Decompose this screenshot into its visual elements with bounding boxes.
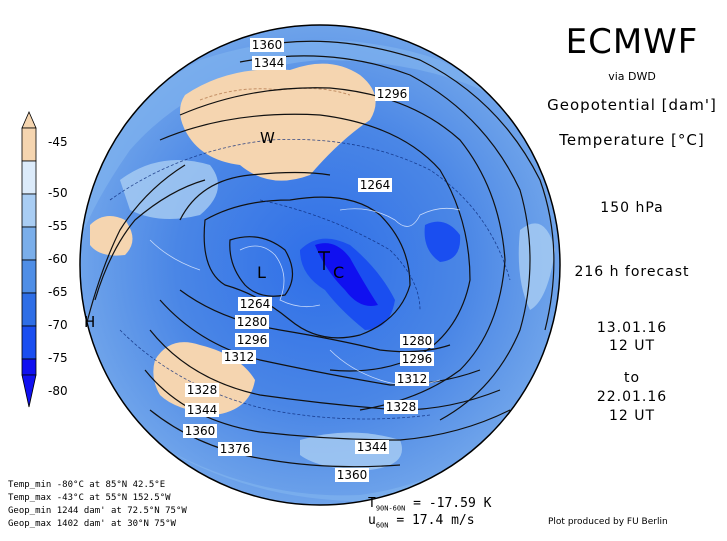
contour-label: 1344 bbox=[187, 403, 218, 417]
temperature-band bbox=[120, 160, 218, 219]
t-prefix: T bbox=[368, 496, 376, 511]
contour-label: 1344 bbox=[254, 56, 285, 70]
contour-label-box bbox=[355, 440, 389, 454]
u-prefix: u bbox=[368, 513, 376, 528]
colorbar bbox=[21, 111, 37, 408]
contour-label: 1328 bbox=[386, 400, 417, 414]
variable-temperature: Temperature [°C] bbox=[559, 131, 705, 149]
contour-label: 1360 bbox=[337, 468, 368, 482]
cold-marker: C bbox=[333, 263, 344, 282]
contour-label: 1264 bbox=[360, 178, 391, 192]
contour-label: 1264 bbox=[240, 297, 271, 311]
chart-title: ECMWF bbox=[565, 22, 699, 62]
warm-region bbox=[180, 63, 376, 181]
zonal-wind-line: u60N = 17.4 m/s bbox=[368, 513, 475, 530]
stat-geop-max: Geop_max 1402 dam' at 30°N 75°W bbox=[8, 519, 176, 529]
contour-label-box bbox=[384, 400, 418, 414]
contour-label-box bbox=[252, 56, 286, 70]
contour-label: 1312 bbox=[224, 350, 255, 364]
contour-label-box bbox=[183, 424, 217, 438]
contour-label-box bbox=[400, 352, 434, 366]
valid-date: 22.01.16 bbox=[596, 389, 668, 405]
contour-label: 1312 bbox=[397, 372, 428, 386]
geopotential-contours bbox=[84, 40, 555, 468]
colorbar-cap bbox=[21, 374, 37, 408]
contour-label: 1376 bbox=[220, 442, 251, 456]
temperature-contours bbox=[109, 139, 511, 420]
contour-label-box bbox=[185, 383, 219, 397]
colorbar-label: -70 bbox=[48, 318, 68, 332]
t-value: = -17.59 K bbox=[413, 496, 492, 511]
contour-label: 1360 bbox=[185, 424, 216, 438]
contour-label-box bbox=[250, 38, 284, 52]
u-subscript: 60N bbox=[375, 521, 389, 530]
mean-temperature-line: T90N-60N = -17.59 K bbox=[368, 496, 491, 513]
colorbar-label: -75 bbox=[48, 351, 68, 365]
stat-temp-min: Temp_min -80°C at 85°N 42.5°E bbox=[8, 480, 166, 490]
warm-marker: W bbox=[260, 129, 275, 147]
variable-geopotential: Geopotential [dam'] bbox=[547, 96, 717, 114]
u-value: = 17.4 m/s bbox=[396, 513, 475, 528]
colorbar-label: -60 bbox=[48, 252, 68, 266]
contour-label: 1280 bbox=[402, 334, 433, 348]
contour-label-box bbox=[358, 178, 392, 192]
colorbar-label: -80 bbox=[48, 384, 68, 398]
pressure-level: 150 hPa bbox=[600, 200, 664, 216]
pole-mark bbox=[318, 251, 330, 270]
contour-label-box bbox=[235, 315, 269, 329]
low-marker: L bbox=[257, 263, 266, 282]
cold-core bbox=[315, 243, 378, 306]
colorbar-label: -45 bbox=[48, 135, 68, 149]
contour-label-box bbox=[238, 297, 272, 311]
contour-label-box bbox=[375, 87, 409, 101]
high-marker: H bbox=[84, 313, 95, 331]
init-time: 12 UT bbox=[608, 338, 656, 354]
credit: Plot produced by FU Berlin bbox=[548, 517, 668, 527]
valid-time: 12 UT bbox=[608, 408, 656, 424]
contour-label: 1280 bbox=[237, 315, 268, 329]
colorbar-label: -65 bbox=[48, 285, 68, 299]
contour-label: 1296 bbox=[237, 333, 268, 347]
contour-label-box bbox=[235, 333, 269, 347]
colorbar-label: -55 bbox=[48, 219, 68, 233]
data-source: via DWD bbox=[608, 70, 656, 83]
contour-label-box bbox=[185, 403, 219, 417]
forecast-hours: 216 h forecast bbox=[574, 264, 690, 280]
contour-label: 1344 bbox=[357, 440, 388, 454]
contour-label-box bbox=[222, 350, 256, 364]
t-subscript: 90N-60N bbox=[375, 504, 406, 513]
cold-region bbox=[424, 221, 461, 262]
globe-outline bbox=[79, 24, 561, 506]
to-label: to bbox=[623, 370, 641, 386]
stat-temp-max: Temp_max -43°C at 55°N 152.5°W bbox=[8, 493, 171, 503]
stat-geop-min: Geop_min 1244 dam' at 72.5°N 75°W bbox=[8, 506, 187, 516]
contour-label: 1296 bbox=[377, 87, 408, 101]
contour-label-box bbox=[395, 372, 429, 386]
contour-label-box bbox=[400, 334, 434, 348]
init-date: 13.01.16 bbox=[596, 320, 668, 336]
warm-region bbox=[90, 216, 133, 256]
contour-label-box bbox=[218, 442, 252, 456]
colorbar-label: -50 bbox=[48, 186, 68, 200]
contour-label: 1296 bbox=[402, 352, 433, 366]
contour-label: 1360 bbox=[252, 38, 283, 52]
contour-label-box bbox=[335, 468, 369, 482]
contour-label: 1328 bbox=[187, 383, 218, 397]
